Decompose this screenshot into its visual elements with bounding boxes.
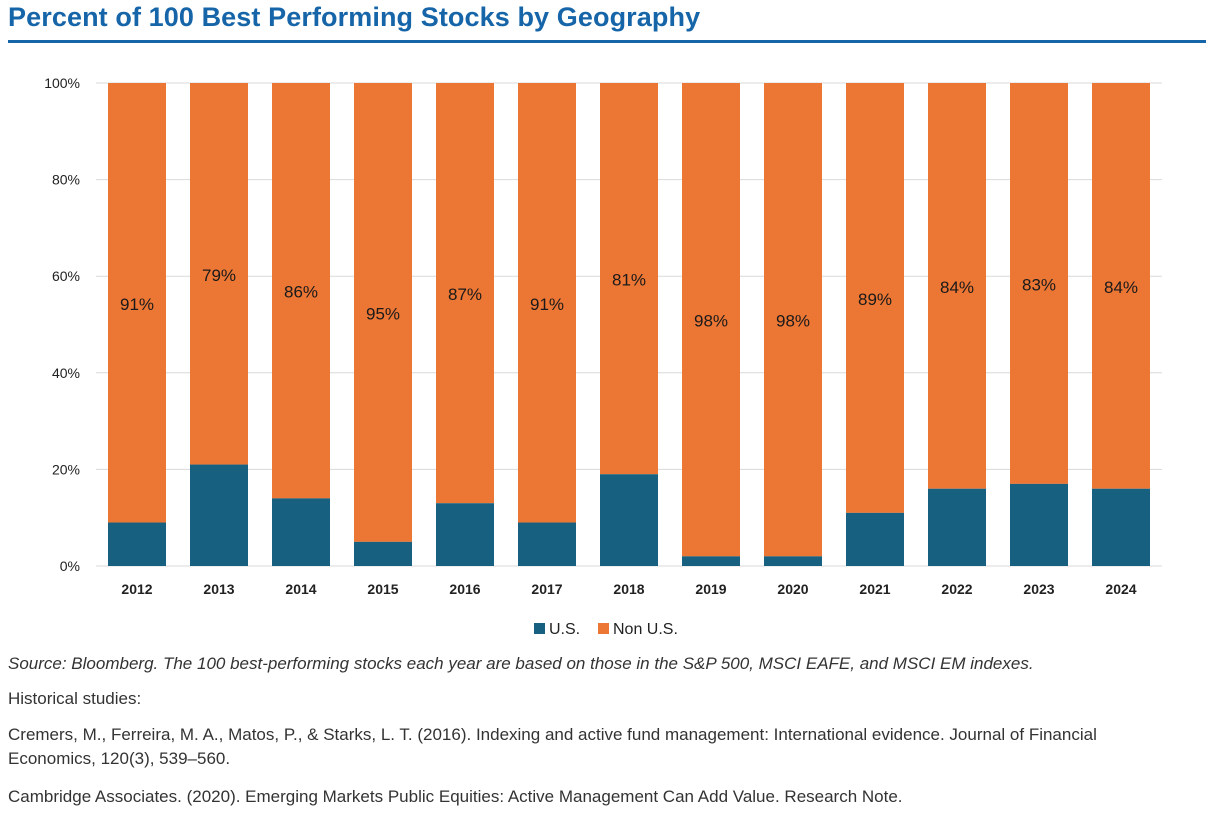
bar-us-2017 bbox=[518, 522, 576, 566]
bar-us-2016 bbox=[436, 503, 494, 566]
stacked-bar-chart: 0% 20% 40% 60% 80% 100% 91% 79% 86% 95% 87% 91% 81%… bbox=[44, 75, 1162, 638]
bar-us-2013 bbox=[190, 464, 248, 566]
bar-non-us-2015 bbox=[354, 83, 412, 542]
data-label-2024: 84% bbox=[1104, 278, 1138, 297]
y-tick-label: 80% bbox=[52, 172, 80, 188]
data-label-2012: 91% bbox=[120, 295, 154, 314]
bar-us-2022 bbox=[928, 488, 986, 566]
data-label-2014: 86% bbox=[284, 283, 318, 302]
bar-us-2024 bbox=[1092, 488, 1150, 566]
bar-non-us-2017 bbox=[518, 83, 576, 523]
bars bbox=[108, 83, 1150, 566]
bar-non-us-2012 bbox=[108, 83, 166, 523]
y-tick-label: 100% bbox=[44, 75, 80, 91]
bar-us-2020 bbox=[764, 556, 822, 566]
bar-us-2014 bbox=[272, 498, 330, 566]
x-tick-label-2020: 2020 bbox=[777, 581, 808, 597]
y-tick-label: 40% bbox=[52, 365, 80, 381]
bar-non-us-2016 bbox=[436, 83, 494, 504]
x-tick-label-2013: 2013 bbox=[203, 581, 234, 597]
x-tick-label-2018: 2018 bbox=[613, 581, 644, 597]
y-tick-label: 60% bbox=[52, 268, 80, 284]
y-tick-label: 0% bbox=[60, 558, 80, 574]
bar-non-us-2018 bbox=[600, 83, 658, 475]
x-tick-label-2014: 2014 bbox=[285, 581, 316, 597]
data-labels: 91% 79% 86% 95% 87% 91% 81% 98% 98% 89% 84% 83% 84% bbox=[120, 266, 1138, 331]
x-tick-label-2023: 2023 bbox=[1023, 581, 1054, 597]
historical-studies-heading: Historical studies: bbox=[8, 689, 142, 708]
data-label-2023: 83% bbox=[1022, 275, 1056, 294]
data-label-2019: 98% bbox=[694, 312, 728, 331]
reference-cremers-2016: Cremers, M., Ferreira, M. A., Matos, P.,… bbox=[8, 725, 1097, 768]
data-label-2021: 89% bbox=[858, 290, 892, 309]
bar-us-2021 bbox=[846, 512, 904, 566]
data-label-2016: 87% bbox=[448, 285, 482, 304]
legend-non-us-swatch bbox=[598, 623, 609, 634]
bar-non-us-2021 bbox=[846, 83, 904, 513]
legend-non-us: Non U.S. bbox=[598, 621, 678, 638]
bar-non-us-2024 bbox=[1092, 83, 1150, 489]
bar-non-us-2019 bbox=[682, 83, 740, 557]
chart-title: Percent of 100 Best Performing Stocks by… bbox=[8, 2, 701, 32]
bar-non-us-2023 bbox=[1010, 83, 1068, 484]
legend-us-swatch bbox=[534, 623, 545, 634]
x-tick-label-2024: 2024 bbox=[1105, 581, 1136, 597]
bar-non-us-2013 bbox=[190, 83, 248, 465]
data-label-2015: 95% bbox=[366, 304, 400, 323]
bar-non-us-2020 bbox=[764, 83, 822, 557]
data-label-2020: 98% bbox=[776, 312, 810, 331]
x-tick-label-2016: 2016 bbox=[449, 581, 480, 597]
bar-non-us-2014 bbox=[272, 83, 330, 499]
bar-us-2019 bbox=[682, 556, 740, 566]
bar-us-2023 bbox=[1010, 483, 1068, 566]
x-tick-label-2012: 2012 bbox=[121, 581, 152, 597]
bar-non-us-2022 bbox=[928, 83, 986, 489]
source-note: Source: Bloomberg. The 100 best-performi… bbox=[8, 654, 1034, 673]
data-label-2013: 79% bbox=[202, 266, 236, 285]
x-tick-label-2017: 2017 bbox=[531, 581, 562, 597]
data-label-2022: 84% bbox=[940, 278, 974, 297]
reference-cambridge-2020: Cambridge Associates. (2020). Emerging M… bbox=[8, 787, 903, 806]
data-label-2018: 81% bbox=[612, 271, 646, 290]
legend-us-label: U.S. bbox=[549, 621, 580, 638]
y-axis-tick-labels: 0% 20% 40% 60% 80% 100% bbox=[44, 75, 80, 574]
bar-us-2015 bbox=[354, 541, 412, 566]
data-label-2017: 91% bbox=[530, 295, 564, 314]
bar-us-2018 bbox=[600, 474, 658, 566]
title-underline bbox=[8, 40, 1206, 43]
legend-us: U.S. bbox=[534, 621, 580, 638]
legend: U.S. Non U.S. bbox=[534, 621, 678, 638]
x-tick-label-2022: 2022 bbox=[941, 581, 972, 597]
bar-us-2012 bbox=[108, 522, 166, 566]
x-tick-label-2021: 2021 bbox=[859, 581, 890, 597]
x-axis-tick-labels: 2012 2013 2014 2015 2016 2017 2018 2019 2020 2021… bbox=[121, 581, 1136, 597]
x-tick-label-2015: 2015 bbox=[367, 581, 398, 597]
y-tick-label: 20% bbox=[52, 461, 80, 477]
x-tick-label-2019: 2019 bbox=[695, 581, 726, 597]
legend-non-us-label: Non U.S. bbox=[613, 621, 678, 638]
